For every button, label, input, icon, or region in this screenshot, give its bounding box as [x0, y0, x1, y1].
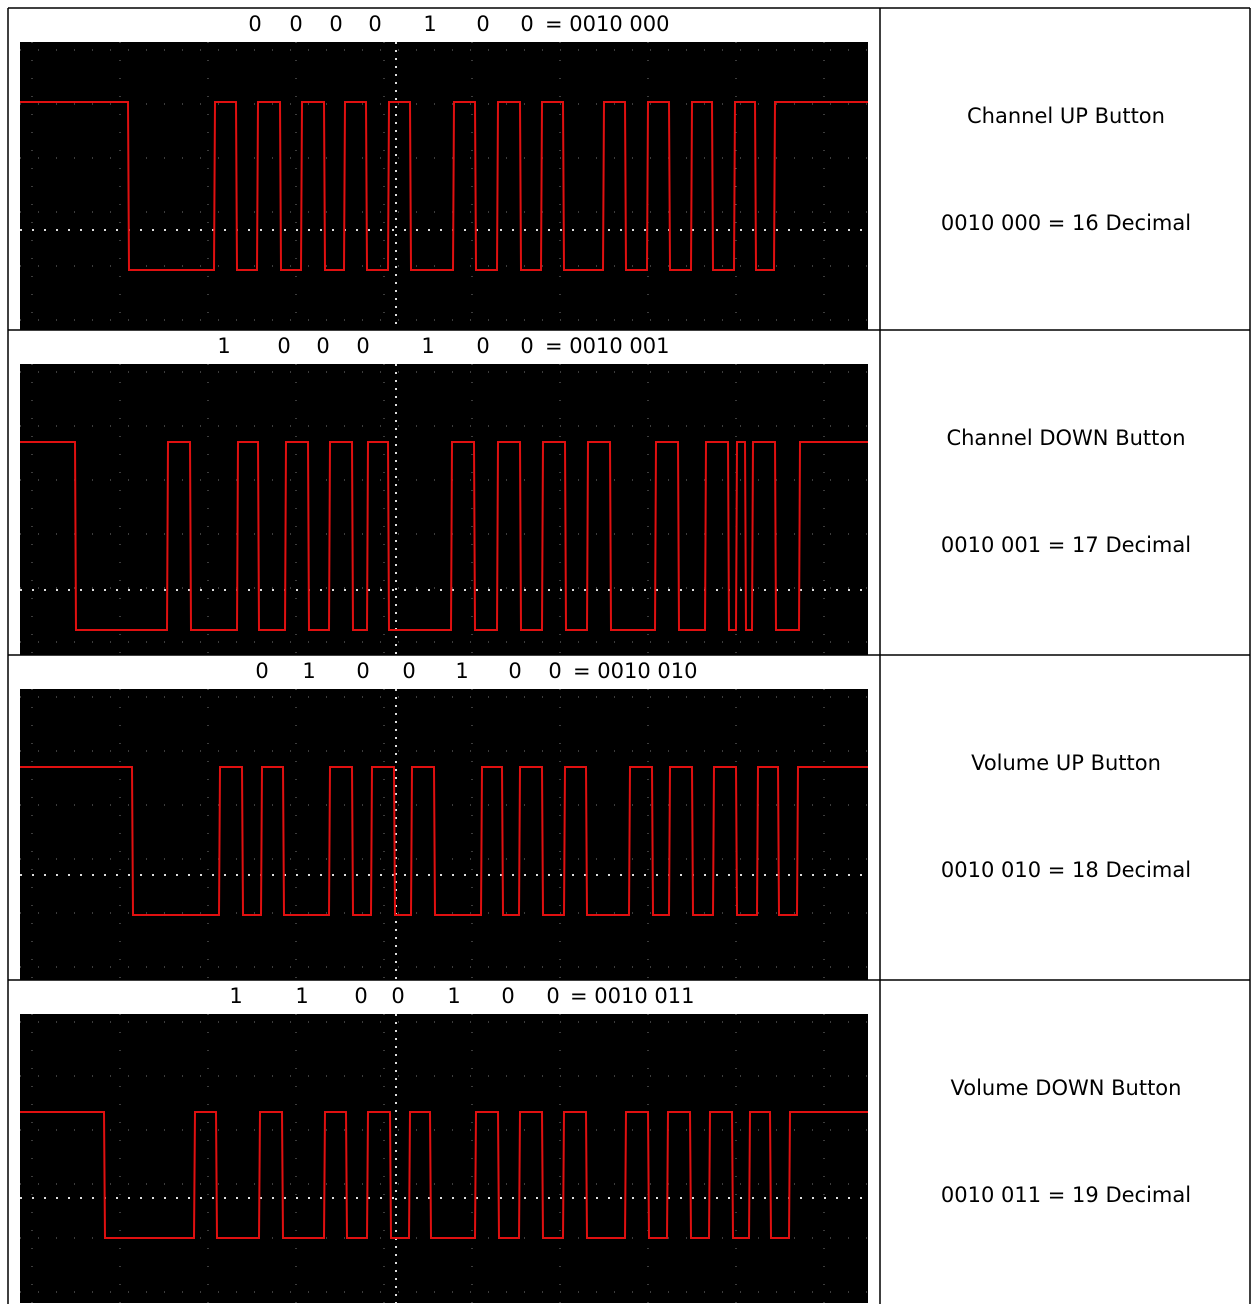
- bit-label: 1: [423, 12, 436, 36]
- bit-label: 0: [476, 12, 489, 36]
- bit-label: 0: [368, 12, 381, 36]
- bit-label: 0: [316, 334, 329, 358]
- scope-screen: [20, 689, 868, 980]
- bit-label: 0: [520, 12, 533, 36]
- bit-label: 0: [520, 334, 533, 358]
- bit-label: 0: [508, 659, 521, 683]
- bit-label: 0: [277, 334, 290, 358]
- bit-label: 1: [229, 984, 242, 1008]
- bit-label: 1: [295, 984, 308, 1008]
- bit-label: 1: [421, 334, 434, 358]
- decimal-value: 0010 001 = 17 Decimal: [941, 533, 1191, 557]
- bit-label: 0: [546, 984, 559, 1008]
- button-name: Channel DOWN Button: [946, 426, 1185, 450]
- bit-label: 0: [248, 12, 261, 36]
- button-name: Channel UP Button: [967, 104, 1165, 128]
- document: 0000100= 0010 000Channel UP Button0010 0…: [0, 0, 1252, 1304]
- bit-label: 0: [329, 12, 342, 36]
- scope-screen: [20, 42, 868, 330]
- decimal-value: 0010 010 = 18 Decimal: [941, 858, 1191, 882]
- bit-label: 0: [476, 334, 489, 358]
- decimal-value: 0010 000 = 16 Decimal: [941, 211, 1191, 235]
- scope-screen: [20, 1014, 868, 1303]
- code-label: = 0010 010: [573, 659, 697, 683]
- code-label: = 0010 000: [545, 12, 669, 36]
- bit-label: 0: [255, 659, 268, 683]
- code-label: = 0010 001: [545, 334, 669, 358]
- scope-screen: [20, 364, 868, 655]
- bit-label: 0: [354, 984, 367, 1008]
- bit-label: 0: [402, 659, 415, 683]
- decimal-value: 0010 011 = 19 Decimal: [941, 1183, 1191, 1207]
- button-name: Volume UP Button: [971, 751, 1161, 775]
- bit-label: 0: [289, 12, 302, 36]
- bit-label: 0: [391, 984, 404, 1008]
- bit-label: 0: [356, 334, 369, 358]
- button-name: Volume DOWN Button: [951, 1076, 1182, 1100]
- code-label: = 0010 011: [570, 984, 694, 1008]
- page: 0000100= 0010 000Channel UP Button0010 0…: [0, 0, 1252, 1304]
- bit-label: 1: [447, 984, 460, 1008]
- bit-label: 1: [455, 659, 468, 683]
- bit-label: 0: [356, 659, 369, 683]
- bit-label: 0: [548, 659, 561, 683]
- bit-label: 0: [501, 984, 514, 1008]
- bit-label: 1: [217, 334, 230, 358]
- bit-label: 1: [302, 659, 315, 683]
